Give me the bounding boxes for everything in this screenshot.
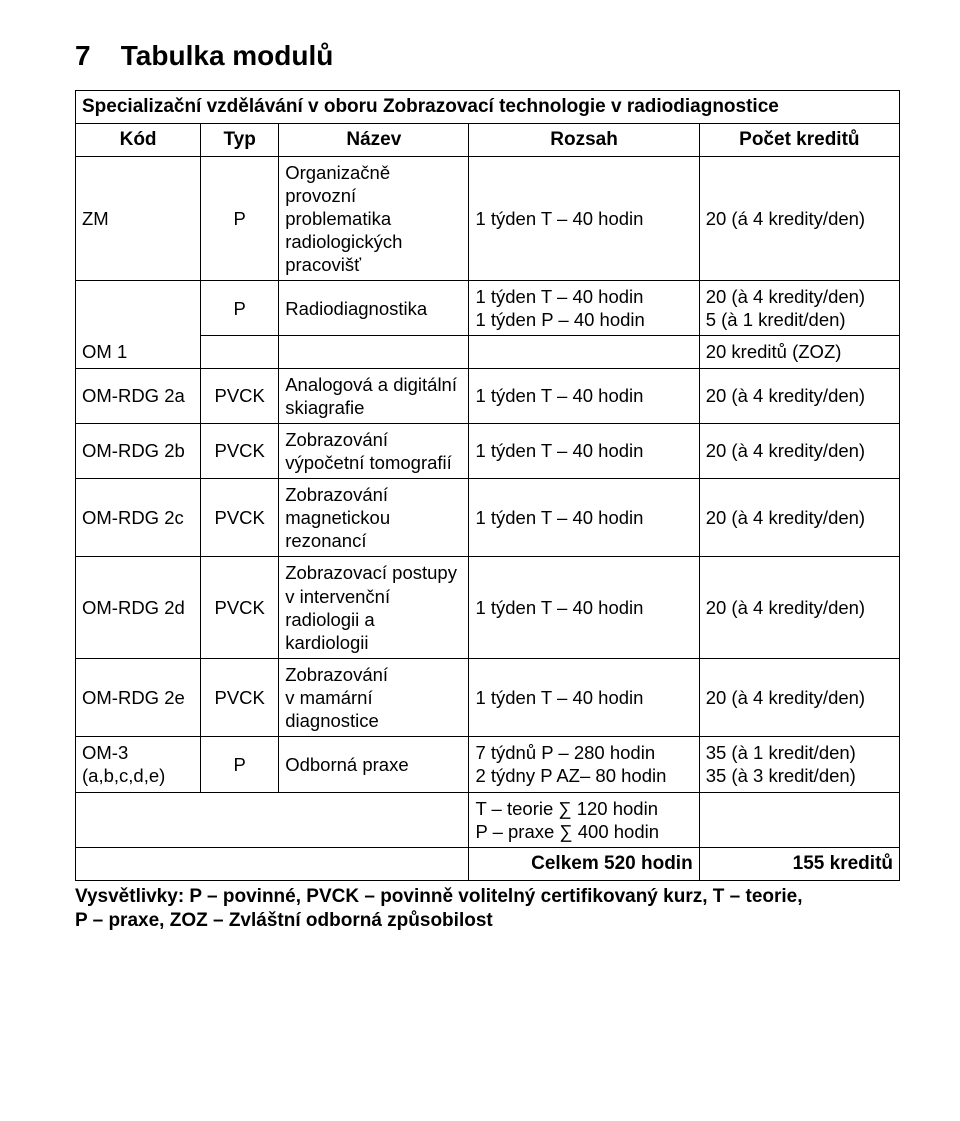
- cell-kod: OM 1: [76, 281, 201, 368]
- cell-rozsah: 1 týden T – 40 hodin: [469, 156, 699, 281]
- cell-nazev: Organizačně provozní problematika radiol…: [279, 156, 469, 281]
- col-nazev: Název: [279, 123, 469, 156]
- cell-kod: OM-RDG 2b: [76, 423, 201, 478]
- cell-nazev: Zobrazování magnetickou rezonancí: [279, 479, 469, 557]
- legend-line: P – praxe, ZOZ – Zvláštní odborná způsob…: [75, 910, 493, 931]
- kod-line: OM-3: [82, 742, 128, 763]
- cell-kod: ZM: [76, 156, 201, 281]
- cell-nazev: Analogová a digitální skiagrafie: [279, 368, 469, 423]
- cell-nazev: Zobrazování v mamární diagnostice: [279, 658, 469, 736]
- cell-total-right: 155 kreditů: [699, 847, 899, 880]
- cell-empty: [201, 336, 279, 368]
- cell-kod: OM-RDG 2a: [76, 368, 201, 423]
- section-number: 7: [75, 40, 113, 72]
- cell-typ: P: [201, 156, 279, 281]
- cell-kod: OM-RDG 2d: [76, 557, 201, 659]
- table-legend: Vysvětlivky: P – povinné, PVCK – povinně…: [75, 885, 900, 934]
- cell-nazev: Zobrazovací postupy v intervenční radiol…: [279, 557, 469, 659]
- cell-kredity: 35 (à 1 kredit/den) 35 (à 3 kredit/den): [699, 737, 899, 792]
- cell-kredity: 20 (à 4 kredity/den) 5 (à 1 kredit/den): [699, 281, 899, 336]
- section-heading: 7 Tabulka modulů: [75, 40, 900, 72]
- cell-kredity: 20 (à 4 kredity/den): [699, 368, 899, 423]
- page: 7 Tabulka modulů Specializační vzděláván…: [0, 0, 960, 974]
- kredity-line: 35 (à 1 kredit/den): [706, 742, 856, 763]
- cell-typ: PVCK: [201, 368, 279, 423]
- kredity-line: 5 (à 1 kredit/den): [706, 309, 846, 330]
- cell-typ: PVCK: [201, 423, 279, 478]
- summary-line: P – praxe ∑ 400 hodin: [475, 821, 659, 842]
- cell-empty: [279, 336, 469, 368]
- cell-rozsah: 7 týdnů P – 280 hodin 2 týdny P AZ– 80 h…: [469, 737, 699, 792]
- cell-typ: P: [201, 281, 279, 336]
- cell-empty: [699, 792, 899, 847]
- table-row: OM-RDG 2b PVCK Zobrazování výpočetní tom…: [76, 423, 900, 478]
- cell-rozsah: 1 týden T – 40 hodin 1 týden P – 40 hodi…: [469, 281, 699, 336]
- col-rozsah: Rozsah: [469, 123, 699, 156]
- col-kod: Kód: [76, 123, 201, 156]
- cell-kredity: 20 kreditů (ZOZ): [699, 336, 899, 368]
- cell-kredity: 20 (à 4 kredity/den): [699, 479, 899, 557]
- rozsah-line: 2 týdny P AZ– 80 hodin: [475, 765, 666, 786]
- table-caption-row: Specializační vzdělávání v oboru Zobrazo…: [76, 91, 900, 124]
- cell-rozsah: 1 týden T – 40 hodin: [469, 557, 699, 659]
- cell-total-left: Celkem 520 hodin: [469, 847, 699, 880]
- table-row: OM-RDG 2e PVCK Zobrazování v mamární dia…: [76, 658, 900, 736]
- cell-typ: PVCK: [201, 658, 279, 736]
- cell-kod: OM-RDG 2c: [76, 479, 201, 557]
- table-caption: Specializační vzdělávání v oboru Zobrazo…: [76, 91, 900, 124]
- cell-rozsah: 1 týden T – 40 hodin: [469, 479, 699, 557]
- table-row: OM-RDG 2a PVCK Analogová a digitální ski…: [76, 368, 900, 423]
- cell-kredity: 20 (à 4 kredity/den): [699, 557, 899, 659]
- table-row: T – teorie ∑ 120 hodin P – praxe ∑ 400 h…: [76, 792, 900, 847]
- table-row: OM-RDG 2d PVCK Zobrazovací postupy v int…: [76, 557, 900, 659]
- table-header-row: Kód Typ Název Rozsah Počet kreditů: [76, 123, 900, 156]
- cell-kredity: 20 (à 4 kredity/den): [699, 658, 899, 736]
- table-total-row: Celkem 520 hodin 155 kreditů: [76, 847, 900, 880]
- table-row: OM 1 P Radiodiagnostika 1 týden T – 40 h…: [76, 281, 900, 336]
- rozsah-line: 7 týdnů P – 280 hodin: [475, 742, 655, 763]
- kredity-line: 35 (à 3 kredit/den): [706, 765, 856, 786]
- summary-line: T – teorie ∑ 120 hodin: [475, 798, 658, 819]
- cell-rozsah: 1 týden T – 40 hodin: [469, 368, 699, 423]
- cell-rozsah: 1 týden T – 40 hodin: [469, 658, 699, 736]
- table-row: ZM P Organizačně provozní problematika r…: [76, 156, 900, 281]
- cell-empty: [76, 792, 469, 847]
- cell-empty: [76, 847, 469, 880]
- kod-line: (a,b,c,d,e): [82, 765, 165, 786]
- kredity-line: 20 (à 4 kredity/den): [706, 286, 865, 307]
- cell-nazev: Zobrazování výpočetní tomografií: [279, 423, 469, 478]
- cell-empty: [469, 336, 699, 368]
- col-typ: Typ: [201, 123, 279, 156]
- section-title: Tabulka modulů: [121, 40, 334, 71]
- cell-kredity: 20 (á 4 kredity/den): [699, 156, 899, 281]
- legend-line: Vysvětlivky: P – povinné, PVCK – povinně…: [75, 886, 803, 907]
- cell-typ: P: [201, 737, 279, 792]
- cell-kod: OM-RDG 2e: [76, 658, 201, 736]
- cell-nazev: Odborná praxe: [279, 737, 469, 792]
- table-row: OM-3 (a,b,c,d,e) P Odborná praxe 7 týdnů…: [76, 737, 900, 792]
- cell-nazev: Radiodiagnostika: [279, 281, 469, 336]
- cell-typ: PVCK: [201, 479, 279, 557]
- rozsah-line: 1 týden P – 40 hodin: [475, 309, 644, 330]
- cell-rozsah: 1 týden T – 40 hodin: [469, 423, 699, 478]
- cell-typ: PVCK: [201, 557, 279, 659]
- modules-table: Specializační vzdělávání v oboru Zobrazo…: [75, 90, 900, 881]
- col-kredity: Počet kreditů: [699, 123, 899, 156]
- cell-summary: T – teorie ∑ 120 hodin P – praxe ∑ 400 h…: [469, 792, 699, 847]
- rozsah-line: 1 týden T – 40 hodin: [475, 286, 643, 307]
- cell-kod: OM-3 (a,b,c,d,e): [76, 737, 201, 792]
- table-row: OM-RDG 2c PVCK Zobrazování magnetickou r…: [76, 479, 900, 557]
- cell-kredity: 20 (à 4 kredity/den): [699, 423, 899, 478]
